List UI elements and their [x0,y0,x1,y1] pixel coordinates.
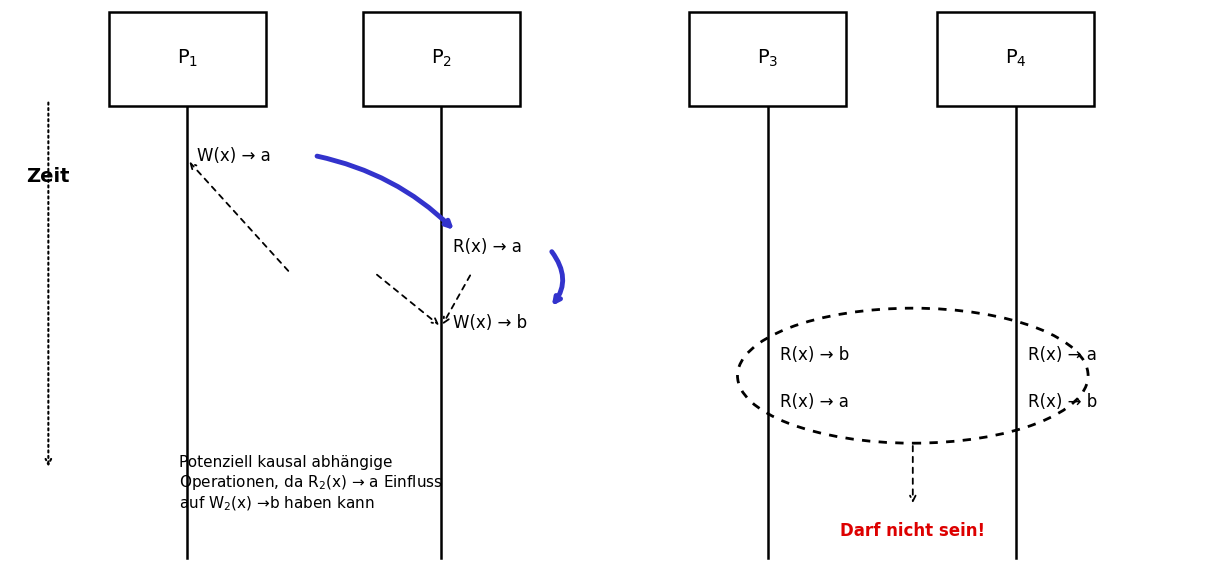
Bar [109,12,266,106]
Text: Potenziell kausal abhängige
Operationen, da R$_2$(x) → a Einfluss
auf W$_2$(x) →: Potenziell kausal abhängige Operationen,… [179,456,442,513]
Text: Zeit: Zeit [27,167,70,185]
Bar [689,12,846,106]
Text: P$_1$: P$_1$ [177,48,198,69]
Text: W(x) → a: W(x) → a [197,147,271,164]
Text: R(x) → b: R(x) → b [1028,393,1097,411]
Text: R(x) → a: R(x) → a [1028,346,1097,364]
Text: P$_4$: P$_4$ [1005,48,1026,69]
Text: P$_3$: P$_3$ [757,48,779,69]
Text: R(x) → a: R(x) → a [780,393,849,411]
Bar [363,12,520,106]
Text: R(x) → a: R(x) → a [453,238,522,255]
Bar [937,12,1094,106]
Text: R(x) → b: R(x) → b [780,346,849,364]
Text: Darf nicht sein!: Darf nicht sein! [840,522,985,540]
Text: W(x) → b: W(x) → b [453,314,527,332]
Text: P$_2$: P$_2$ [430,48,452,69]
